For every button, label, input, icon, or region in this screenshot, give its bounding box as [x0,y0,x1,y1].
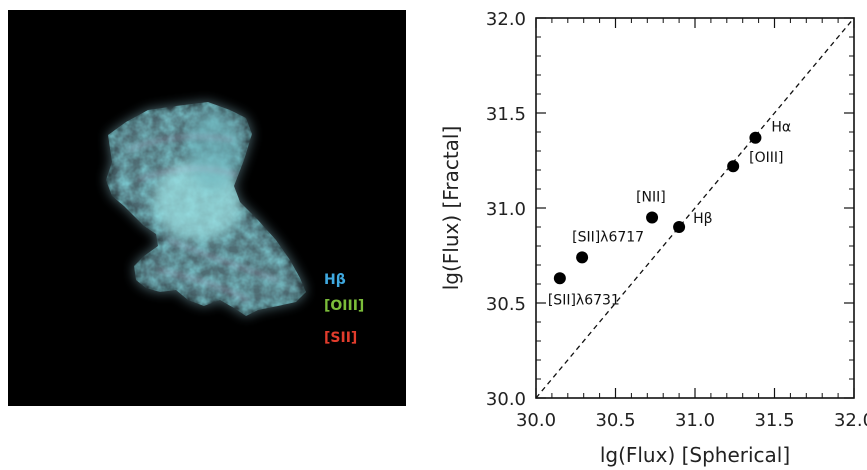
axis-ticks: 30.0 30.5 31.0 31.5 32.0 30.0 30.5 31.0 31.5 32.0 [486,9,867,431]
y-tick-label: 30.5 [486,294,526,315]
y-tick-label: 31.0 [486,199,526,220]
data-points: [SII]λ6731 [SII]λ6717 [NII] Hβ [OIII] Hα [548,120,791,309]
x-axis-title: lg(Flux) [Spherical] [600,443,790,467]
x-tick-label: 30.0 [516,410,556,431]
plot-frame [535,17,855,399]
x-tick-label: 31.5 [754,410,794,431]
nebula-image-panel: Hβ [OIII] [SII] [8,10,406,406]
data-point [553,272,566,285]
data-point-label: [OIII] [749,150,783,166]
data-point-label: [SII]λ6717 [572,229,644,245]
y-axis-title: lg(Flux) [Fractal] [439,126,463,291]
data-point-label: [NII] [636,190,666,206]
data-point [576,251,589,264]
x-tick-label: 31.0 [675,410,715,431]
data-point-label: Hβ [693,211,712,227]
data-point [727,160,740,173]
y-tick-label: 31.5 [486,104,526,125]
legend-sii: [SII] [324,330,358,346]
y-tick-label: 30.0 [486,389,526,410]
scatter-chart: 30.0 30.5 31.0 31.5 32.0 30.0 30.5 31.0 31.5 32.0… [439,9,867,467]
data-point-label: [SII]λ6731 [548,292,620,308]
data-point [749,131,762,144]
x-tick-label: 30.5 [595,410,635,431]
reference-line [535,17,855,399]
data-point [646,211,659,224]
nebula-image [106,102,306,316]
x-tick-label: 32.0 [834,410,867,431]
legend-hbeta: Hβ [324,272,346,288]
data-point-label: Hα [771,120,791,136]
y-tick-label: 32.0 [486,9,526,30]
legend-oiii: [OIII] [324,298,365,314]
data-point [673,221,686,233]
